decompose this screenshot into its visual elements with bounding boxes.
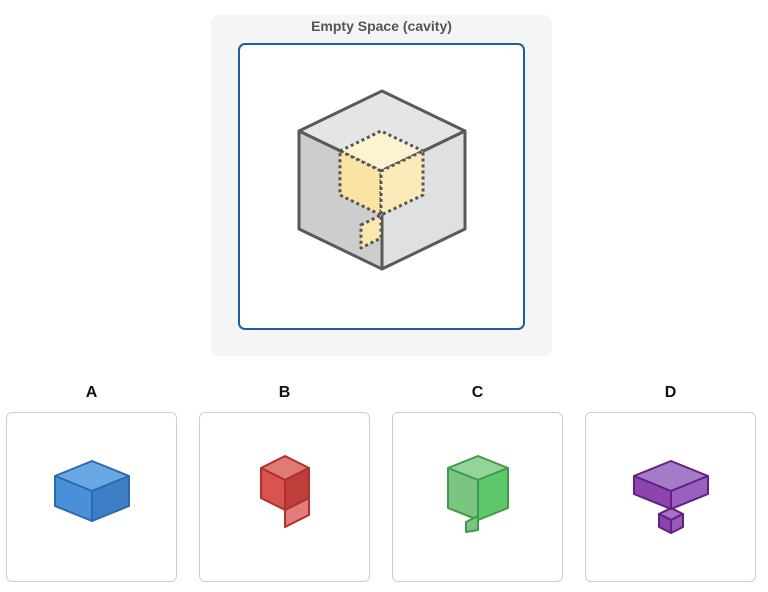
- cavity-shape: [338, 129, 425, 250]
- option-d-card[interactable]: [585, 412, 756, 582]
- cavity-panel: Empty Space (cavity): [211, 15, 552, 356]
- option-c-card[interactable]: [392, 412, 563, 582]
- cavity-title: Empty Space (cavity): [311, 18, 452, 34]
- option-b-shape: [260, 455, 310, 528]
- option-d-shape: [633, 460, 709, 534]
- option-c-label: C: [471, 384, 484, 401]
- cavity-stem: [359, 213, 383, 250]
- option-a-card[interactable]: [6, 412, 177, 582]
- cavity-cube-figure: [297, 89, 467, 271]
- cavity-right-face: [379, 149, 425, 217]
- option-a-label: A: [85, 384, 98, 401]
- option-b-label: B: [278, 384, 291, 401]
- cavity-left-face: [338, 149, 383, 217]
- option-c-shape: [447, 455, 509, 533]
- cavity-frame: [238, 43, 525, 330]
- option-b-card[interactable]: [199, 412, 370, 582]
- option-a-shape: [54, 460, 130, 522]
- option-d-label: D: [664, 384, 677, 401]
